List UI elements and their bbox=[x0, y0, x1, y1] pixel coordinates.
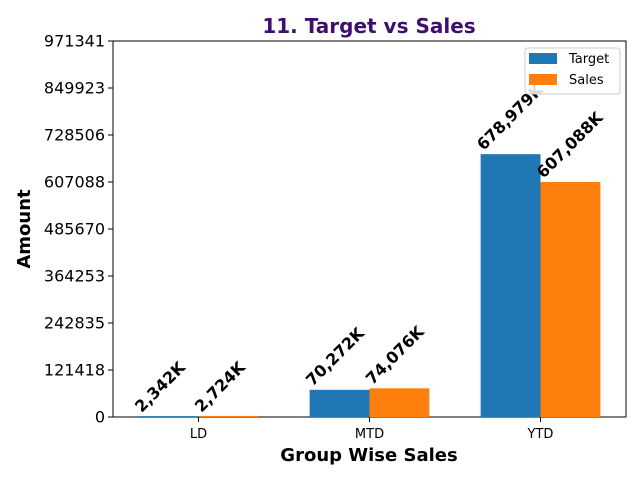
bar-target-mtd bbox=[309, 389, 370, 417]
x-axis: LD MTD YTD bbox=[190, 417, 554, 442]
y-tick-label: 0 bbox=[95, 408, 105, 427]
data-label: 607,088K bbox=[533, 108, 607, 182]
chart-title: 11. Target vs Sales bbox=[262, 14, 475, 38]
x-tick-label: MTD bbox=[355, 427, 384, 442]
y-tick-label: 121418 bbox=[44, 360, 105, 379]
bar-sales-ld bbox=[198, 415, 259, 417]
bar-sales-ytd bbox=[540, 182, 601, 417]
y-tick-label: 971341 bbox=[44, 32, 105, 51]
y-axis: 0 121418 242835 364253 485670 607088 728506 849… bbox=[44, 32, 113, 427]
y-tick-label: 728506 bbox=[44, 125, 105, 144]
legend-swatch-target bbox=[529, 53, 557, 64]
bar-target-ytd bbox=[480, 154, 541, 417]
bar-target-ld bbox=[138, 416, 199, 417]
data-label: 2,342K bbox=[131, 358, 189, 416]
y-tick-label: 849923 bbox=[44, 79, 105, 98]
y-tick-label: 607088 bbox=[44, 173, 105, 192]
legend-label-sales: Sales bbox=[569, 73, 604, 88]
y-tick-label: 364253 bbox=[44, 266, 105, 285]
data-label: 74,076K bbox=[362, 322, 428, 388]
legend-label-target: Target bbox=[568, 52, 609, 67]
x-tick-label: YTD bbox=[527, 427, 554, 442]
y-tick-label: 485670 bbox=[44, 220, 105, 239]
legend-swatch-sales bbox=[529, 74, 557, 85]
x-tick-label: LD bbox=[190, 427, 207, 442]
data-label: 2,724K bbox=[191, 357, 249, 415]
legend: Target Sales bbox=[524, 47, 621, 95]
bars bbox=[138, 154, 601, 417]
bar-sales-mtd bbox=[369, 388, 430, 417]
y-tick-label: 242835 bbox=[44, 314, 105, 333]
data-label: 70,272K bbox=[302, 323, 368, 389]
y-axis-label: Amount bbox=[14, 189, 35, 269]
x-axis-label: Group Wise Sales bbox=[280, 445, 457, 466]
